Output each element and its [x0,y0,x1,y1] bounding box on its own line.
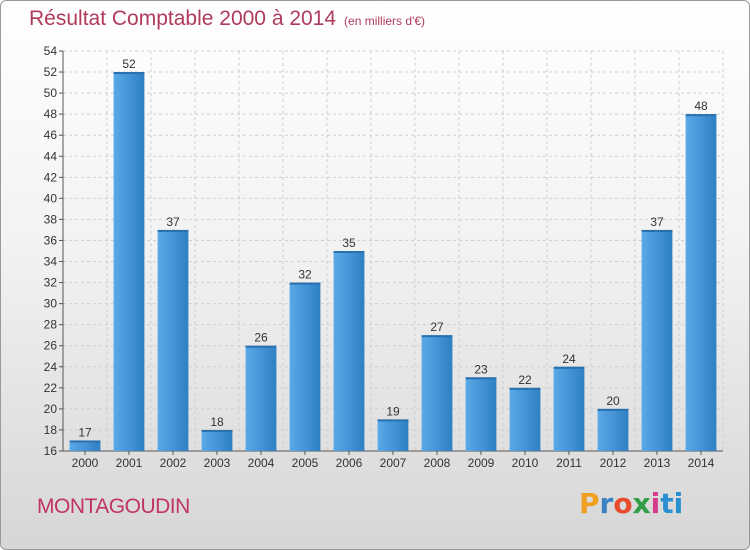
y-tick-label: 30 [44,297,58,311]
bar-top-edge [465,377,497,380]
bar [289,282,321,451]
y-tick-label: 24 [44,360,58,374]
bar-top-edge [289,282,321,285]
bar [597,408,629,451]
x-tick-label: 2007 [380,456,407,470]
x-tick-label: 2001 [116,456,143,470]
bar [201,429,233,451]
y-tick-label: 32 [44,276,58,290]
y-tick-label: 16 [44,444,58,458]
x-tick-label: 2000 [72,456,99,470]
data-label: 52 [122,57,136,71]
y-tick-label: 38 [44,212,58,226]
data-label: 35 [342,236,356,250]
x-tick-label: 2014 [688,456,715,470]
y-tick-label: 52 [44,65,58,79]
bar [333,251,365,451]
x-tick-label: 2011 [556,456,582,470]
x-tick-label: 2013 [644,456,671,470]
chart-title: Résultat Comptable 2000 à 2014 [29,7,337,30]
y-tick-label: 48 [44,107,58,121]
data-label: 37 [650,215,664,229]
bar-top-edge [69,440,101,443]
bar [641,229,673,451]
data-label: 23 [474,362,488,376]
x-tick-label: 2003 [204,456,231,470]
bar-top-edge [553,366,585,369]
logo-letter: x [632,487,651,520]
x-tick-label: 2009 [468,456,495,470]
bar-top-edge [157,229,189,232]
data-labels: 17 52 37 18 26 32 35 19 27 23 22 24 20 37 48 [78,57,708,439]
x-tick-label: 2006 [336,456,363,470]
chart-title-block: Résultat Comptable 2000 à 2014 (en millie… [29,7,425,31]
bar-top-edge [245,345,277,348]
bar-top-edge [641,229,673,232]
bar [157,229,189,451]
data-label: 22 [518,373,532,387]
y-tick-label: 40 [44,191,58,205]
data-label: 32 [298,268,312,282]
y-tick-label: 44 [44,149,58,163]
y-tick-label: 28 [44,318,58,332]
data-label: 17 [78,425,92,439]
bar [377,419,409,451]
bar [685,114,717,451]
x-tick-label: 2010 [512,456,539,470]
y-tick-label: 20 [44,402,58,416]
chart-subtitle: (en milliers d'€) [344,14,426,28]
bar [69,440,101,451]
logo-letter: ti [660,487,684,520]
data-label: 18 [210,415,224,429]
x-tick-label: 2012 [600,456,627,470]
bar-top-edge [597,408,629,411]
x-tick-labels: 2000 2001 2002 2003 2004 2005 2006 2007 2008 2009… [72,456,715,470]
bar-top-edge [685,114,717,117]
logo-letter: r [599,487,614,520]
bar [553,366,585,451]
y-tick-label: 46 [44,128,58,142]
bar-top-edge [421,335,453,338]
bar [113,72,145,451]
y-tick-label: 50 [44,86,58,100]
data-label: 27 [430,320,444,334]
data-label: 24 [562,352,576,366]
bar-top-edge [333,251,365,253]
bar-top-edge [113,72,145,75]
y-tick-label: 36 [44,233,58,247]
town-name: MONTAGOUDIN [37,495,190,518]
bar [509,387,541,451]
x-tick-label: 2005 [292,456,319,470]
bar [421,335,453,451]
y-tick-label: 18 [44,423,58,437]
data-label: 20 [606,394,620,408]
proxiti-logo: Proxiti [579,487,683,520]
data-label: 37 [166,215,180,229]
bar-top-edge [377,419,409,422]
bar-top-edge [201,429,233,432]
bar-top-edge [509,387,541,390]
data-label: 26 [254,331,268,345]
y-tick-label: 42 [44,170,58,184]
x-tick-label: 2004 [248,456,275,470]
y-tick-label: 22 [44,381,58,395]
x-tick-label: 2008 [424,456,451,470]
logo-letter: o [613,487,633,520]
data-label: 19 [386,404,400,418]
y-tick-label: 54 [44,44,58,58]
data-label: 48 [694,99,708,113]
y-tick-labels: 16 18 20 22 24 26 28 30 32 34 36 38 40 42 44 46 48 50 52 54 [44,44,58,458]
logo-letter: P [579,487,600,520]
x-tick-label: 2002 [160,456,187,470]
y-tick-label: 26 [44,339,58,353]
bar [465,377,497,451]
logo-letter: i [650,487,661,520]
bar [245,345,277,451]
y-tick-label: 34 [44,255,58,269]
bars [69,72,717,451]
